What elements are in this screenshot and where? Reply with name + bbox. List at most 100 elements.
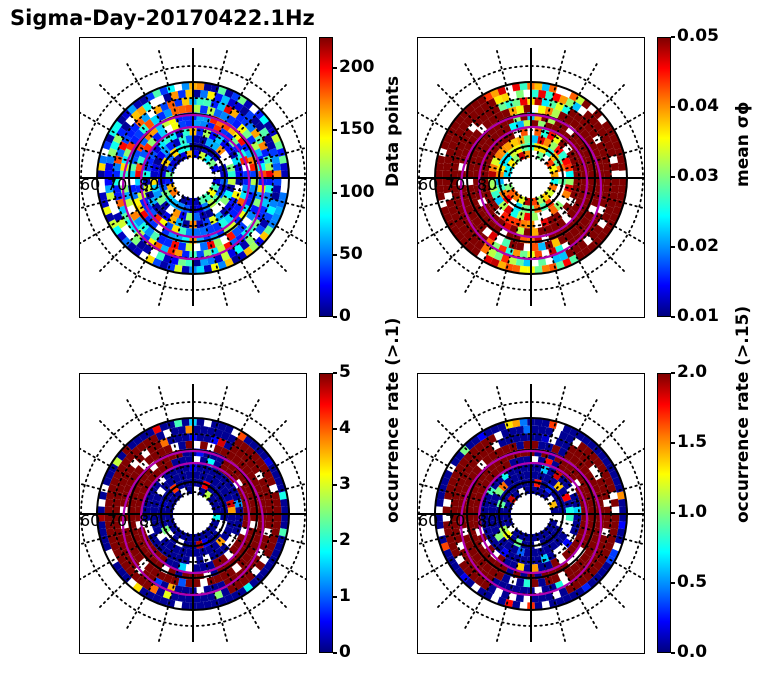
data-bin	[480, 170, 489, 178]
colorbar-label: occurrence rate (>.1)	[383, 317, 403, 523]
data-bin	[165, 540, 176, 552]
data-bin	[206, 224, 216, 235]
data-bin	[516, 547, 525, 557]
data-bin	[488, 506, 497, 514]
data-bin	[603, 514, 612, 522]
colorbar-tick-label: 50	[339, 243, 363, 264]
data-bin	[491, 224, 502, 235]
data-bin	[511, 154, 521, 164]
data-bin	[493, 531, 505, 542]
data-bin	[133, 216, 145, 227]
data-bin	[548, 419, 558, 430]
data-bin	[219, 195, 231, 206]
data-bin	[235, 514, 244, 522]
data-bin	[254, 560, 266, 571]
colorbar-tick	[333, 253, 337, 256]
data-bin	[281, 506, 289, 514]
data-bin	[548, 476, 559, 488]
data-bin	[273, 514, 282, 522]
data-bin	[121, 572, 132, 584]
colorbar-tick-label: 2.0	[677, 362, 708, 382]
colorbar-label: occurrence rate (>.15)	[733, 305, 753, 523]
data-bin	[104, 185, 114, 194]
data-bin	[471, 552, 483, 563]
data-bin	[450, 548, 462, 559]
data-bin	[177, 257, 186, 267]
grid-radial-dotted	[211, 482, 306, 510]
colorbar	[657, 373, 671, 653]
grid-radial-dotted	[80, 447, 177, 505]
data-bin	[450, 506, 459, 514]
data-bin	[561, 467, 573, 479]
data-bin	[200, 257, 209, 267]
data-bin	[210, 140, 221, 152]
data-bin	[504, 262, 514, 273]
polar-svg: 60 70 80	[80, 382, 306, 646]
data-bin	[537, 578, 547, 587]
data-bin	[213, 237, 223, 248]
data-bin	[596, 476, 607, 487]
data-bin	[239, 575, 250, 587]
data-bin	[181, 219, 190, 229]
data-bin	[163, 108, 173, 119]
data-bin	[463, 553, 474, 564]
data-bin	[153, 457, 164, 468]
data-bin	[557, 531, 569, 542]
data-bin	[545, 188, 555, 198]
grid-radial-dotted	[80, 111, 177, 169]
data-bin	[551, 573, 561, 584]
colorbar-label: Data points	[383, 75, 403, 187]
colorbar-tick-label: 1	[339, 586, 351, 606]
data-bin	[196, 601, 205, 610]
data-bin	[509, 473, 519, 484]
data-bin	[447, 205, 458, 216]
latitude-label: 70	[107, 511, 127, 530]
data-bin	[109, 140, 120, 151]
data-bin	[150, 499, 160, 508]
data-bin	[478, 448, 489, 459]
data-bin	[185, 440, 193, 449]
data-bin	[450, 469, 462, 480]
data-bin	[464, 103, 476, 115]
data-bin	[516, 471, 525, 481]
data-bin	[264, 162, 274, 172]
grid-radial-dotted	[96, 191, 180, 275]
data-bin	[227, 125, 239, 136]
data-bin	[120, 457, 132, 468]
colorbar-tick	[333, 316, 337, 318]
data-bin	[166, 262, 176, 273]
data-bin	[156, 111, 167, 122]
data-bin	[523, 579, 531, 588]
data-bin	[565, 170, 574, 178]
data-bin	[232, 466, 244, 477]
auroral-oval-inner	[477, 461, 589, 575]
data-bin	[271, 155, 281, 164]
auroral-oval-outer	[121, 113, 265, 261]
grid-radial-dotted	[197, 46, 229, 160]
grid-radial-dotted	[124, 60, 184, 162]
data-bin	[548, 598, 558, 609]
data-bin	[223, 131, 235, 143]
grid-radial-dotted	[80, 523, 177, 581]
data-bin	[203, 249, 213, 258]
data-bin	[105, 528, 115, 537]
data-bin	[185, 425, 193, 434]
data-bin	[435, 178, 443, 186]
colorbar-tick	[671, 582, 675, 584]
data-bin	[193, 227, 201, 236]
data-bin	[515, 425, 524, 435]
data-bin	[486, 97, 497, 109]
data-bin	[166, 83, 176, 94]
data-bin	[516, 211, 525, 221]
data-bin	[464, 439, 476, 451]
data-bin	[488, 170, 497, 178]
colorbar-tick	[671, 316, 675, 318]
grid-radial-dotted	[197, 532, 229, 646]
data-bin	[497, 437, 508, 448]
colorbar-tick-label: 0.05	[677, 26, 719, 46]
data-bin	[435, 514, 443, 522]
data-bin	[244, 446, 256, 457]
data-bin	[583, 122, 595, 133]
grid-radial-dotted	[202, 60, 262, 162]
latitude-label: 80	[139, 511, 159, 530]
